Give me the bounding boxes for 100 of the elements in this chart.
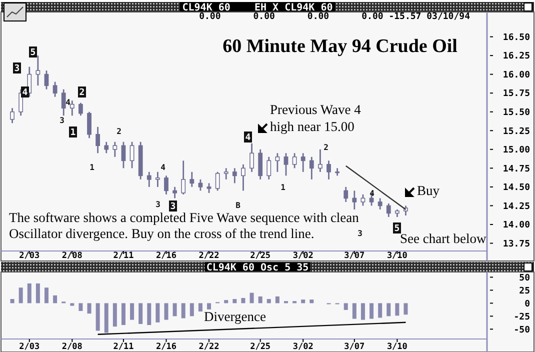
candlestick <box>232 167 237 184</box>
candlestick <box>10 107 14 124</box>
candlestick <box>344 186 348 203</box>
y-tick-label: 14.25 <box>502 202 530 212</box>
candlestick <box>121 141 126 169</box>
bar <box>241 298 246 304</box>
candlestick <box>87 111 92 139</box>
candlestick <box>326 160 331 180</box>
chart-subtitle: CL94K 60 EH X CL94K 60 <box>182 2 333 14</box>
candlestick <box>206 182 212 194</box>
annotation: 3 <box>14 64 20 74</box>
candlestick <box>164 174 168 196</box>
annotation: 3 <box>60 116 65 125</box>
x-tick-label: 3/10 <box>386 342 408 352</box>
annotation: 1 <box>70 128 76 138</box>
candlestick <box>378 197 382 210</box>
bar <box>147 303 152 326</box>
bar <box>104 303 108 333</box>
annotation: 4 <box>160 162 166 172</box>
annotation: 2 <box>116 126 122 136</box>
annotation: Previous Wave 4 high near 15.00 <box>270 102 362 134</box>
x-tick-label: 2/16 <box>156 342 176 352</box>
bar <box>87 303 92 314</box>
candlestick <box>36 54 40 86</box>
candlestick <box>112 141 118 158</box>
x-tick-label: 2/03 <box>19 342 40 352</box>
y-tick-label: 50 <box>519 273 530 284</box>
candlestick <box>130 141 134 169</box>
bar <box>10 299 14 304</box>
bar <box>181 303 186 318</box>
bar <box>258 296 262 304</box>
x-tick-label: 2/03 <box>19 251 40 261</box>
bar <box>360 303 365 320</box>
bar <box>36 283 40 304</box>
bar <box>121 303 126 326</box>
bar <box>44 288 48 304</box>
candlestick <box>275 152 280 173</box>
candlestick <box>44 70 49 90</box>
candlestick <box>70 100 74 116</box>
x-tick-label: 2/08 <box>62 342 82 352</box>
bar <box>130 303 134 320</box>
candlestick <box>18 88 24 116</box>
candlestick <box>155 171 160 188</box>
candlestick <box>250 142 254 173</box>
bar <box>70 303 74 306</box>
candlestick <box>309 156 314 180</box>
candlestick <box>172 186 177 199</box>
annotation: 2 <box>79 88 85 98</box>
x-tick-label: 2/08 <box>62 251 82 261</box>
candlestick <box>215 171 220 192</box>
chart-subtitle: CL94K 60 Osc 5 35 <box>206 262 309 274</box>
bar <box>198 303 202 312</box>
annotation: See chart below <box>400 231 486 246</box>
candlestick <box>266 156 272 180</box>
bar <box>53 295 58 304</box>
x-tick-label: 2/11 <box>113 251 134 261</box>
annotation: 2 <box>324 142 329 152</box>
x-tick-label: 2/11 <box>113 342 134 352</box>
candlestick <box>386 202 391 218</box>
y-tick-label: 15.25 <box>502 126 530 137</box>
y-tick-label: 0 <box>524 299 530 310</box>
bar <box>370 303 374 319</box>
bar <box>190 303 194 316</box>
candlestick <box>52 81 58 98</box>
candlestick <box>96 126 100 154</box>
x-tick-label: 3/02 <box>292 251 314 261</box>
y-tick-label: 15.75 <box>502 89 530 100</box>
bar <box>138 303 143 324</box>
bar <box>27 283 32 304</box>
candlestick <box>369 192 374 206</box>
bar <box>156 303 160 322</box>
annotation: Divergence <box>204 309 266 324</box>
annotation: 4 <box>245 133 252 144</box>
bar <box>112 303 117 327</box>
bar <box>310 300 314 304</box>
bar <box>275 296 280 304</box>
x-tick-label: 3/07 <box>344 342 365 352</box>
y-tick-label: -25 <box>514 312 530 322</box>
bar <box>164 303 168 320</box>
bar <box>18 288 23 304</box>
candlestick <box>292 152 297 169</box>
bar <box>250 292 254 304</box>
annotation: 0.00 0.00 0.00 0.00 -15.57 03/10/94 <box>199 12 471 22</box>
annotation: 4 <box>66 98 71 107</box>
annotation: 5 <box>30 48 36 58</box>
x-tick-label: 3/02 <box>292 342 314 352</box>
bar <box>344 303 348 310</box>
annotation: Buy <box>417 183 440 198</box>
annotation: 3 <box>358 228 363 238</box>
candlestick <box>224 167 228 180</box>
candlestick <box>61 88 66 116</box>
y-tick-label: 15.00 <box>502 146 530 156</box>
candlestick <box>190 171 194 188</box>
candlestick <box>258 148 263 180</box>
annotation: B <box>236 200 241 210</box>
y-tick-label: 16.50 <box>502 32 530 43</box>
x-tick-label: 2/22 <box>198 342 220 352</box>
candlestick <box>78 102 83 116</box>
candlestick <box>284 152 288 176</box>
bar <box>232 299 237 304</box>
